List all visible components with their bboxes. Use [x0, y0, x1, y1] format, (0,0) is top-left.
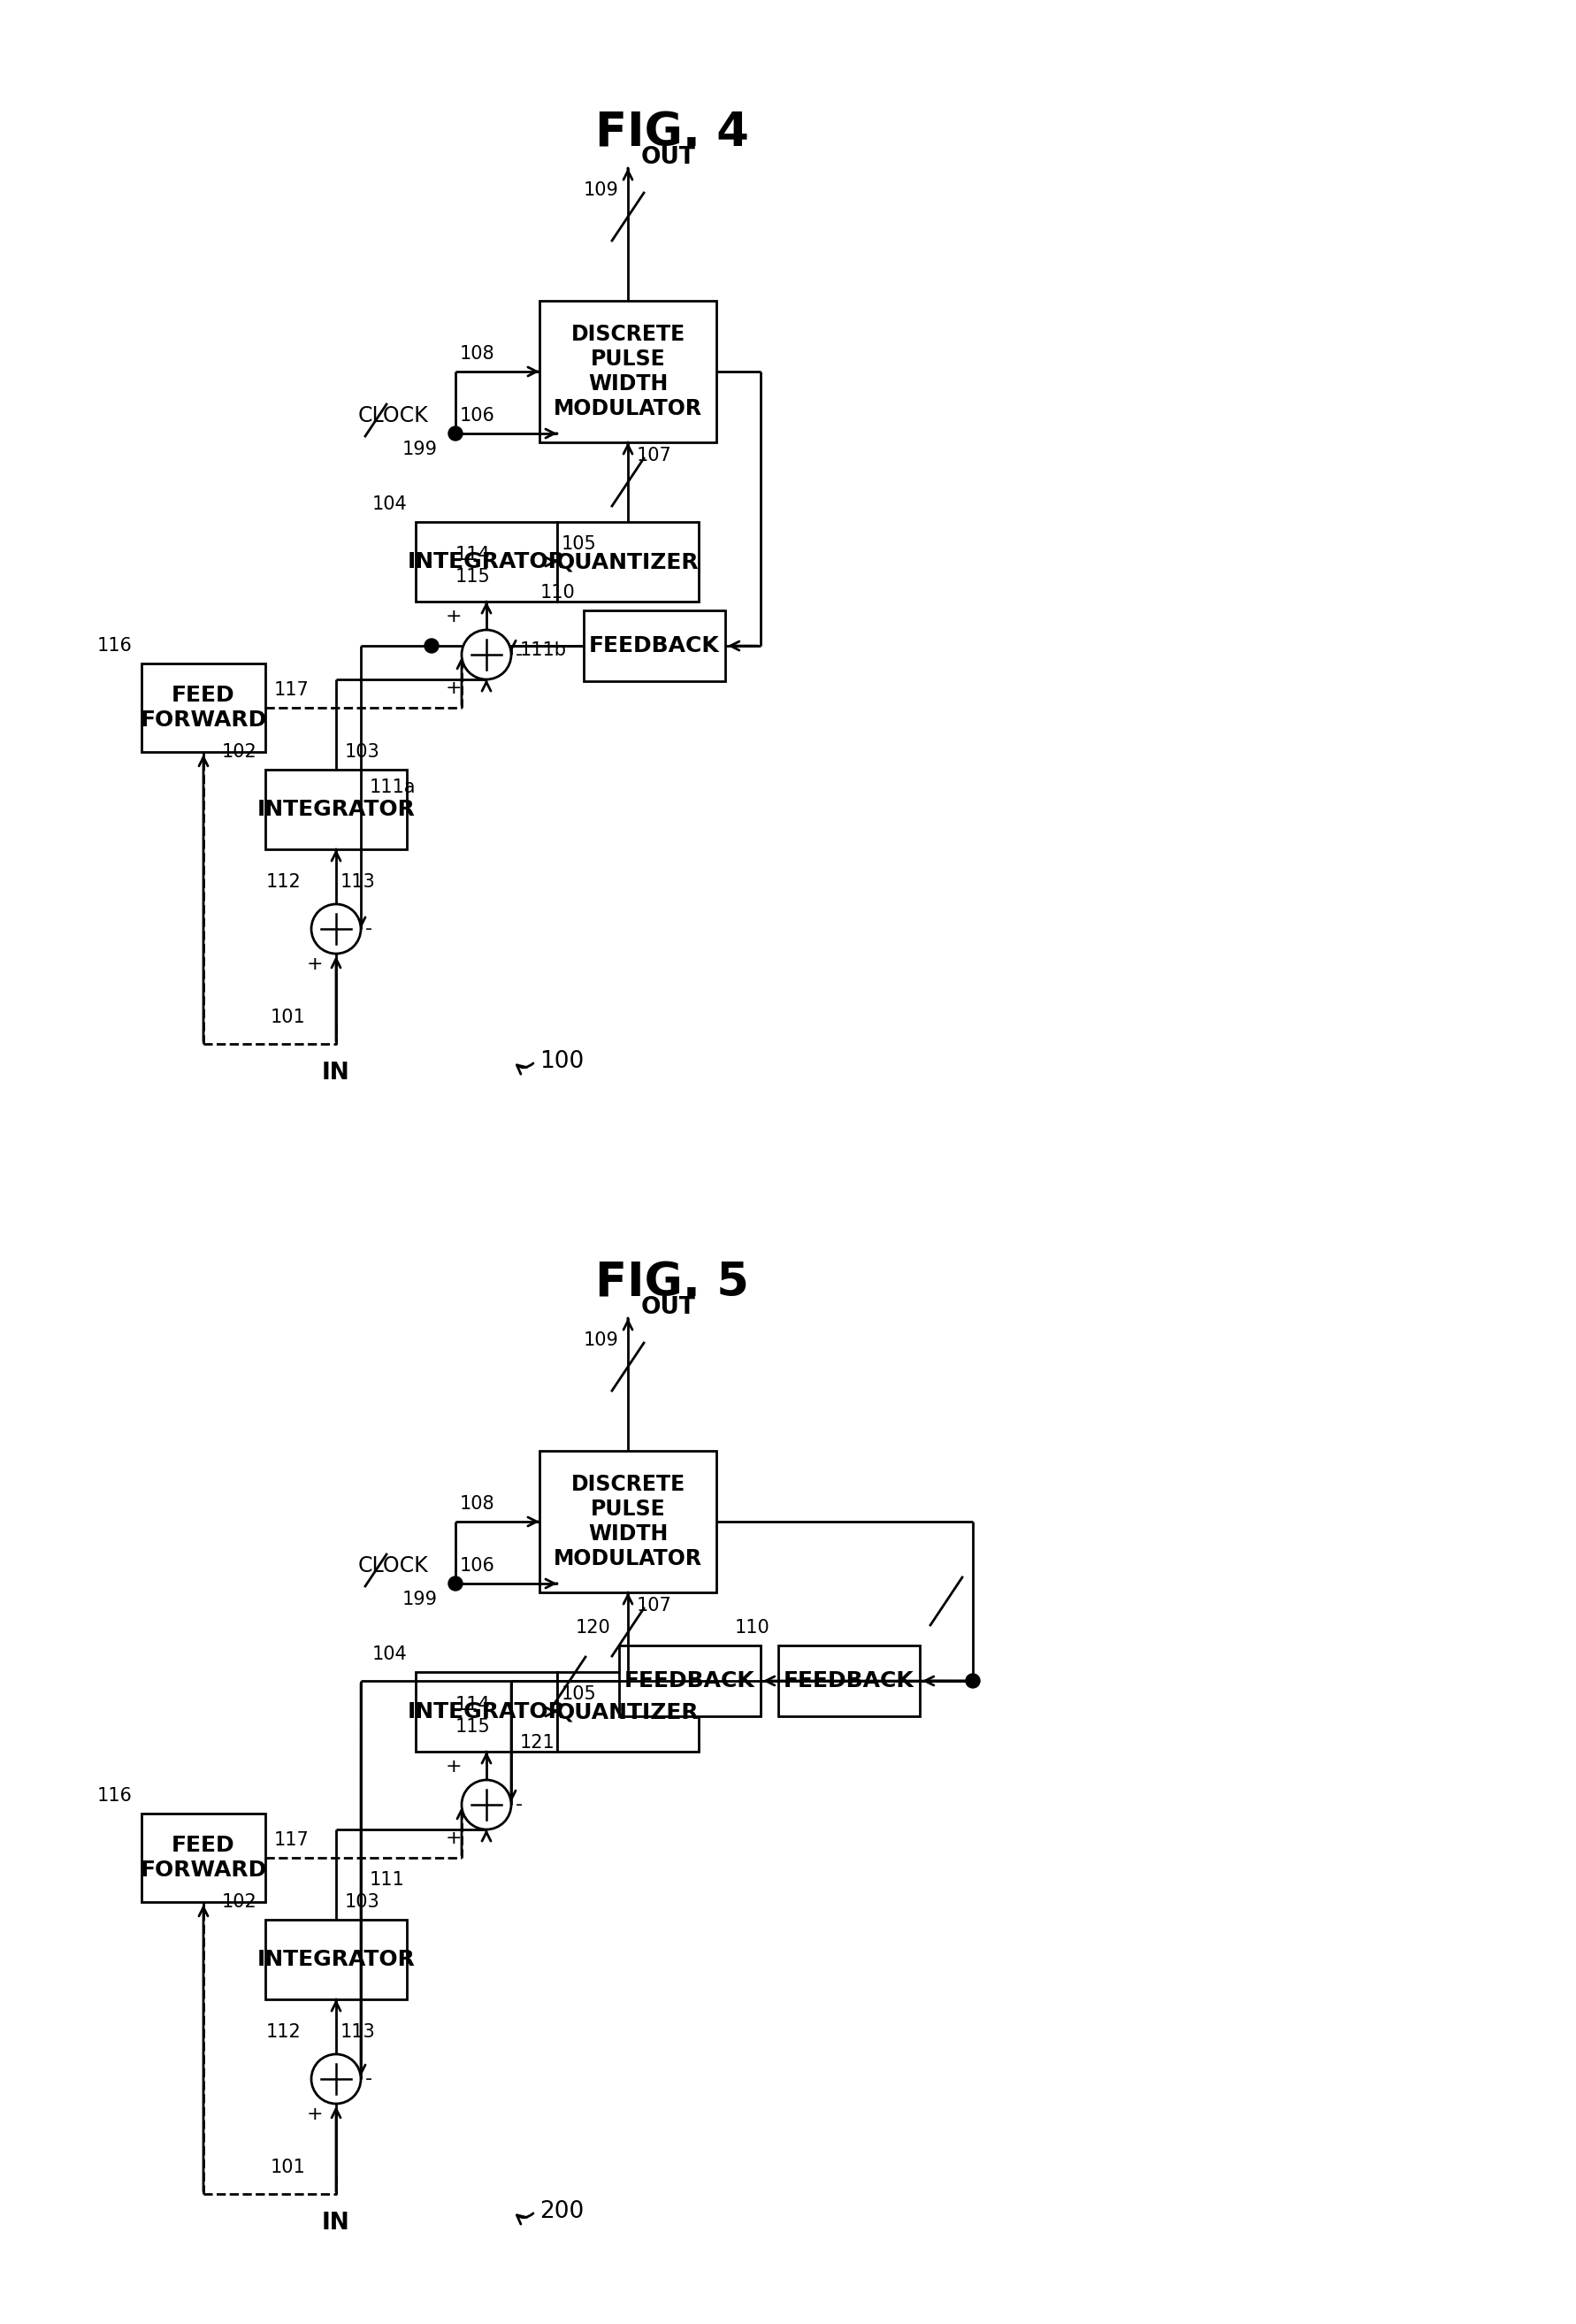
Text: 112: 112: [265, 2024, 301, 2040]
Text: 121: 121: [520, 1734, 555, 1752]
Text: -: -: [366, 920, 372, 939]
Text: 108: 108: [460, 1494, 495, 1513]
Text: FEEDBACK: FEEDBACK: [624, 1671, 755, 1692]
Text: 199: 199: [402, 1590, 438, 1608]
Text: 114: 114: [455, 546, 490, 562]
Text: 112: 112: [265, 874, 301, 890]
Text: OUT: OUT: [641, 146, 697, 170]
Text: 111b: 111b: [520, 641, 567, 660]
Bar: [416, 523, 558, 602]
Circle shape: [462, 630, 511, 679]
Bar: [265, 1920, 407, 1999]
Text: 116: 116: [98, 637, 132, 655]
Text: 101: 101: [269, 2159, 306, 2175]
Circle shape: [424, 639, 438, 653]
Text: 115: 115: [455, 1717, 490, 1736]
Text: 106: 106: [460, 407, 495, 425]
Text: FIG. 4: FIG. 4: [596, 109, 749, 156]
Text: 105: 105: [561, 1685, 597, 1703]
Text: IN: IN: [322, 1062, 350, 1085]
Text: +: +: [446, 609, 462, 625]
Text: OUT: OUT: [641, 1297, 697, 1320]
Text: QUANTIZER: QUANTIZER: [556, 551, 700, 572]
Bar: [558, 523, 698, 602]
Text: INTEGRATOR: INTEGRATOR: [257, 799, 414, 820]
Text: FEEDBACK: FEEDBACK: [589, 634, 720, 655]
Text: 107: 107: [637, 446, 671, 465]
Text: INTEGRATOR: INTEGRATOR: [407, 551, 566, 572]
Text: 102: 102: [221, 744, 257, 760]
Text: 103: 103: [345, 1894, 380, 1910]
Text: FEED
FORWARD: FEED FORWARD: [140, 1836, 266, 1880]
Text: QUANTIZER: QUANTIZER: [556, 1701, 700, 1722]
Text: 105: 105: [561, 535, 597, 553]
Bar: [539, 1450, 717, 1592]
Bar: [416, 1671, 558, 1752]
Text: 200: 200: [539, 2201, 585, 2224]
Text: 111a: 111a: [370, 779, 416, 797]
Text: 107: 107: [637, 1597, 671, 1615]
Text: 104: 104: [372, 1645, 407, 1664]
Text: 106: 106: [460, 1557, 495, 1576]
Circle shape: [312, 2054, 361, 2103]
Circle shape: [312, 904, 361, 953]
Text: INTEGRATOR: INTEGRATOR: [407, 1701, 566, 1722]
Bar: [583, 611, 725, 681]
Circle shape: [462, 1780, 511, 1829]
Bar: [779, 1645, 920, 1715]
Text: 109: 109: [583, 1332, 619, 1350]
Text: 110: 110: [734, 1620, 769, 1636]
Circle shape: [449, 1576, 462, 1590]
Text: 101: 101: [269, 1009, 306, 1027]
Text: INTEGRATOR: INTEGRATOR: [257, 1950, 414, 1971]
Text: -: -: [515, 646, 523, 662]
Text: FEED
FORWARD: FEED FORWARD: [140, 686, 266, 730]
Text: 117: 117: [274, 681, 309, 700]
Bar: [619, 1645, 761, 1715]
Circle shape: [449, 425, 462, 442]
Bar: [142, 662, 265, 753]
Text: 117: 117: [274, 1831, 309, 1850]
Text: 104: 104: [372, 495, 407, 514]
Text: 109: 109: [583, 181, 619, 200]
Text: DISCRETE
PULSE
WIDTH
MODULATOR: DISCRETE PULSE WIDTH MODULATOR: [553, 323, 703, 418]
Text: +: +: [307, 2106, 323, 2124]
Text: 100: 100: [539, 1050, 585, 1074]
Text: 111: 111: [370, 1871, 405, 1889]
Text: 110: 110: [539, 583, 575, 602]
Text: CLOCK: CLOCK: [358, 1555, 429, 1576]
Bar: [539, 300, 717, 442]
Text: 113: 113: [340, 874, 375, 890]
Text: 120: 120: [575, 1620, 610, 1636]
Text: 108: 108: [460, 344, 495, 363]
Text: 115: 115: [455, 567, 490, 586]
Text: CLOCK: CLOCK: [358, 404, 429, 425]
Circle shape: [966, 1673, 980, 1687]
Text: FIG. 5: FIG. 5: [596, 1260, 749, 1306]
Text: +: +: [307, 955, 323, 974]
Text: 113: 113: [340, 2024, 375, 2040]
Text: 116: 116: [98, 1787, 132, 1806]
Text: 102: 102: [221, 1894, 257, 1910]
Text: 114: 114: [455, 1697, 490, 1713]
Text: FEEDBACK: FEEDBACK: [783, 1671, 914, 1692]
Bar: [265, 769, 407, 848]
Text: DISCRETE
PULSE
WIDTH
MODULATOR: DISCRETE PULSE WIDTH MODULATOR: [553, 1473, 703, 1569]
Text: +: +: [446, 1829, 462, 1848]
Bar: [558, 1671, 698, 1752]
Text: 199: 199: [402, 442, 438, 458]
Text: 103: 103: [345, 744, 380, 760]
Text: -: -: [366, 2071, 372, 2087]
Text: IN: IN: [322, 2212, 350, 2236]
Text: +: +: [446, 679, 462, 697]
Text: -: -: [515, 1796, 523, 1813]
Text: +: +: [446, 1757, 462, 1776]
Bar: [142, 1813, 265, 1901]
